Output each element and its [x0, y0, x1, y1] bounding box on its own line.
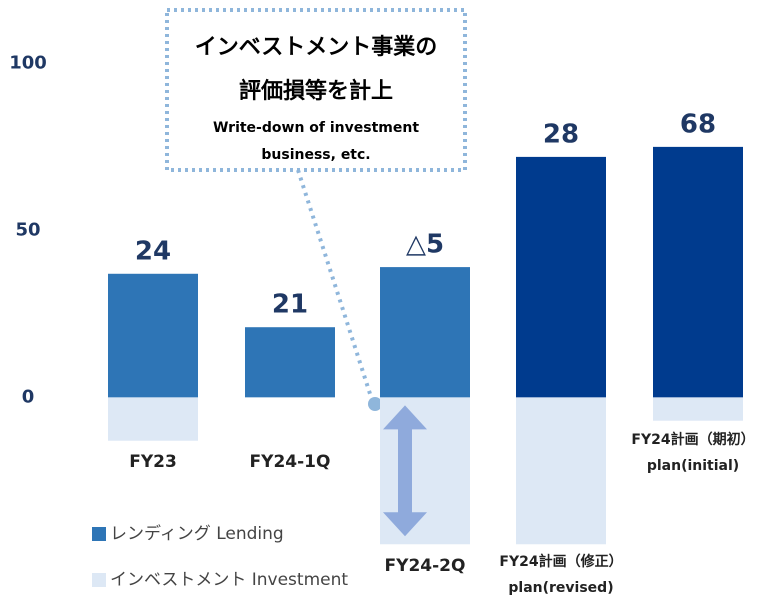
x-tick-label: plan(initial)	[647, 458, 739, 474]
investment-bar	[108, 397, 198, 440]
y-tick-label: 50	[15, 219, 40, 240]
investment-bar	[516, 397, 606, 544]
y-tick-label: 0	[22, 386, 35, 407]
investment-bar	[653, 397, 743, 420]
x-tick-label: FY24-2Q	[385, 556, 466, 576]
lending-bar	[245, 327, 335, 397]
y-tick-label: 100	[9, 52, 47, 73]
legend-label: インベストメント Investment	[110, 570, 348, 590]
annotation-line: Write-down of investment	[213, 120, 419, 136]
legend-swatch	[92, 527, 106, 541]
annotation-line: business, etc.	[261, 147, 370, 163]
lending-bar	[653, 147, 743, 397]
x-tick-label: FY24-1Q	[250, 452, 331, 472]
total-label: △5	[406, 230, 444, 260]
x-tick-label: FY24計画（期初）	[631, 431, 754, 448]
lending-bar	[516, 157, 606, 397]
x-tick-label: FY23	[129, 452, 177, 472]
total-label: 28	[543, 119, 579, 149]
total-label: 24	[135, 236, 171, 266]
lending-bar	[380, 267, 470, 397]
total-label: 21	[272, 290, 308, 320]
annotation-dot	[368, 397, 382, 411]
annotation-line: インベストメント事業の	[195, 34, 437, 60]
x-tick-label: plan(revised)	[508, 580, 613, 596]
legend-swatch	[92, 573, 106, 587]
x-tick-label: FY24計画（修正）	[499, 553, 622, 570]
lending-bar	[108, 274, 198, 398]
total-label: 68	[680, 109, 716, 139]
annotation-line: 評価損等を計上	[239, 78, 393, 104]
legend-label: レンディング Lending	[110, 523, 284, 544]
